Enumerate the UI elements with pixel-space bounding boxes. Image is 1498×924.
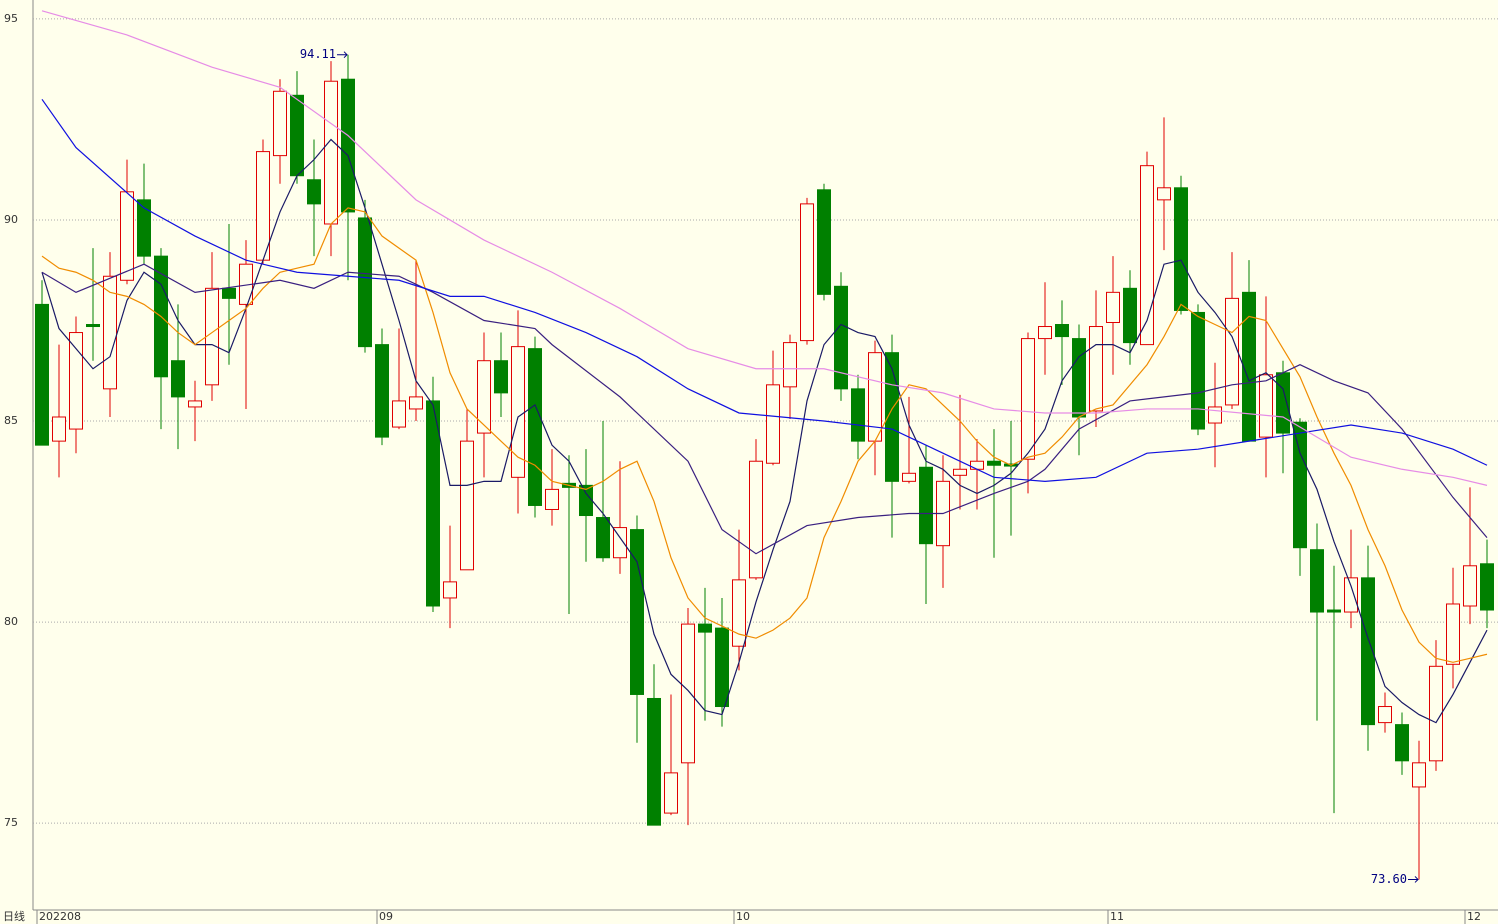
candle-body bbox=[732, 579, 746, 647]
moving-average-line bbox=[41, 10, 1488, 486]
y-tick-label: 80 bbox=[4, 615, 18, 628]
candle-body bbox=[647, 697, 661, 826]
candle-body bbox=[1089, 326, 1103, 412]
candle-body bbox=[1225, 297, 1239, 406]
candle-body bbox=[103, 275, 117, 390]
candle-body bbox=[970, 460, 984, 470]
candle-body bbox=[613, 527, 627, 559]
candle-body bbox=[1293, 421, 1307, 549]
annotation-label: 94.11 bbox=[300, 47, 336, 61]
candle-body bbox=[528, 348, 542, 506]
candle-body bbox=[1157, 187, 1171, 201]
candle-body bbox=[1038, 326, 1052, 340]
candle-body bbox=[494, 360, 508, 394]
candle-body bbox=[749, 460, 763, 579]
candle-body bbox=[1055, 324, 1069, 338]
candle-body bbox=[1429, 665, 1443, 762]
candle-body bbox=[120, 191, 134, 281]
candle-body bbox=[1259, 374, 1273, 438]
candle-body bbox=[1072, 338, 1086, 418]
candle-body bbox=[443, 581, 457, 599]
candle-body bbox=[256, 151, 270, 261]
candle-body bbox=[902, 472, 916, 482]
moving-average-line bbox=[41, 98, 1488, 482]
candle-body bbox=[851, 388, 865, 442]
candle-body bbox=[1361, 577, 1375, 726]
candle-body bbox=[307, 179, 321, 205]
x-tick-label: 202208 bbox=[39, 910, 81, 923]
y-tick-label: 75 bbox=[4, 816, 18, 829]
candle-body bbox=[171, 360, 185, 398]
y-tick-label: 95 bbox=[4, 12, 18, 25]
candle-body bbox=[1276, 372, 1290, 434]
candle-body bbox=[1123, 287, 1137, 344]
candle-body bbox=[375, 344, 389, 438]
candle-body bbox=[1480, 563, 1494, 611]
candle-body bbox=[290, 94, 304, 177]
candle-body bbox=[1174, 187, 1188, 311]
candle-body bbox=[698, 623, 712, 633]
candle-body bbox=[1208, 406, 1222, 424]
x-tick-label: 10 bbox=[736, 910, 750, 923]
candle-body bbox=[1106, 291, 1120, 324]
candle-body bbox=[919, 466, 933, 545]
candle-body bbox=[460, 440, 474, 571]
candle-body bbox=[1021, 338, 1035, 460]
candle-body bbox=[630, 529, 644, 695]
candle-body bbox=[596, 517, 610, 559]
candle-body bbox=[1378, 706, 1392, 724]
candle-body bbox=[52, 416, 66, 442]
candle-body bbox=[86, 324, 100, 328]
x-tick-label: 09 bbox=[379, 910, 393, 923]
candle-body bbox=[188, 400, 202, 408]
annotation-arrow bbox=[337, 51, 348, 59]
candle-body bbox=[1191, 311, 1205, 430]
candle-body bbox=[341, 78, 355, 213]
period-label: 日线 bbox=[3, 909, 25, 923]
candle-body bbox=[1140, 165, 1154, 346]
x-tick-label: 11 bbox=[1110, 910, 1124, 923]
x-tick-label: 12 bbox=[1467, 910, 1481, 923]
candle-body bbox=[358, 217, 372, 348]
candle-body bbox=[664, 772, 678, 814]
candle-body bbox=[273, 90, 287, 157]
moving-average-line bbox=[41, 263, 1488, 555]
candle-body bbox=[392, 400, 406, 428]
candle-body bbox=[35, 303, 49, 446]
candle-body bbox=[1395, 724, 1409, 762]
annotation-label: 73.60 bbox=[1371, 872, 1407, 886]
annotation-arrow bbox=[1408, 876, 1419, 883]
candle-body bbox=[953, 468, 967, 476]
candle-body bbox=[987, 460, 1001, 466]
candle-body bbox=[681, 623, 695, 764]
candle-body bbox=[834, 285, 848, 390]
candle-body bbox=[800, 203, 814, 342]
candle-body bbox=[545, 488, 559, 510]
candle-body bbox=[817, 189, 831, 295]
candle-body bbox=[426, 400, 440, 607]
candle-body bbox=[409, 396, 423, 410]
candle-body bbox=[1463, 565, 1477, 607]
candle-body bbox=[222, 287, 236, 299]
candle-body bbox=[324, 80, 338, 225]
candle-body bbox=[1310, 549, 1324, 613]
candle-body bbox=[1344, 577, 1358, 613]
y-tick-label: 90 bbox=[4, 213, 18, 226]
moving-average-line bbox=[41, 138, 1488, 724]
candle-body bbox=[205, 287, 219, 386]
candle-body bbox=[1327, 609, 1341, 613]
candle-body bbox=[1412, 762, 1426, 788]
candle-body bbox=[137, 199, 151, 257]
y-tick-label: 85 bbox=[4, 414, 18, 427]
candle-body bbox=[1242, 291, 1256, 442]
candle-body bbox=[766, 384, 780, 464]
candle-body bbox=[1446, 603, 1460, 665]
moving-average-line bbox=[41, 207, 1488, 663]
candle-body bbox=[69, 332, 83, 430]
candle-body bbox=[783, 342, 797, 388]
candle-body bbox=[477, 360, 491, 434]
candle-body bbox=[715, 627, 729, 708]
